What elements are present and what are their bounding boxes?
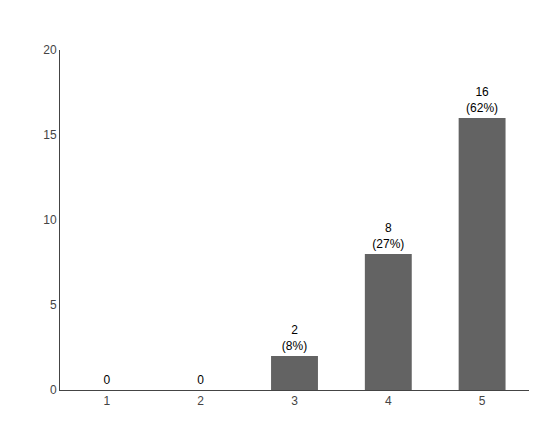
svg-text:2(8%): 2(8%) [282, 323, 307, 353]
svg-text:10: 10 [43, 213, 57, 227]
svg-text:16(62%): 16(62%) [466, 85, 498, 115]
svg-text:0: 0 [197, 373, 204, 387]
svg-text:3: 3 [291, 394, 298, 408]
svg-text:20: 20 [43, 43, 57, 57]
svg-text:4: 4 [385, 394, 392, 408]
svg-text:1: 1 [104, 394, 111, 408]
svg-text:0: 0 [103, 373, 110, 387]
svg-text:5: 5 [479, 394, 486, 408]
svg-text:5: 5 [50, 298, 57, 312]
svg-text:2: 2 [197, 394, 204, 408]
svg-text:0: 0 [50, 383, 57, 397]
svg-text:15: 15 [43, 128, 57, 142]
svg-text:8(27%): 8(27%) [372, 221, 404, 251]
